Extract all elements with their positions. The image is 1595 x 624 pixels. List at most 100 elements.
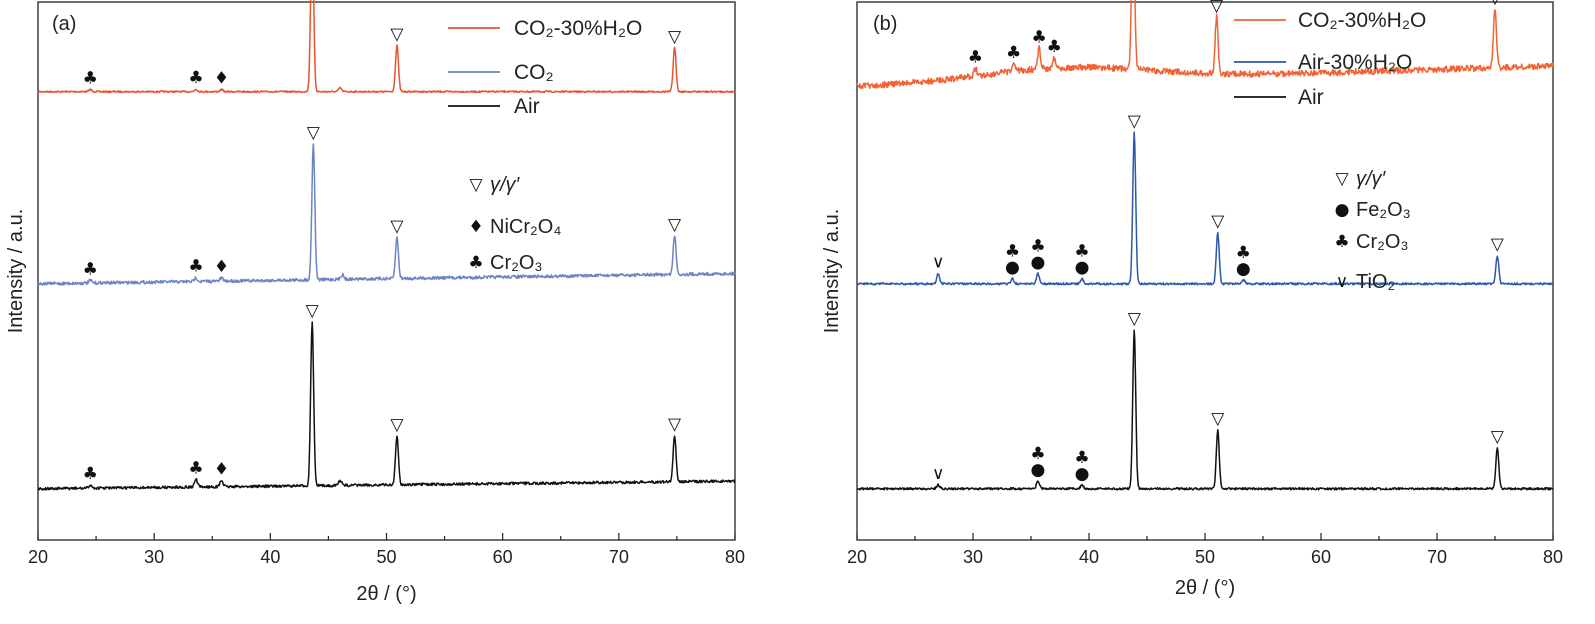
- phase-marker: ♣: [1236, 243, 1251, 263]
- series-line: [37, 0, 736, 94]
- x-tick-label: 60: [1311, 547, 1331, 567]
- phase-marker: ▽: [1128, 112, 1142, 132]
- phase-key-label: Cr₂O₃: [1356, 231, 1409, 253]
- series-0: ♣♣♦▽▽▽: [37, 0, 736, 94]
- legend-label: Air: [1298, 86, 1324, 109]
- y-axis-title: Intensity / a.u.: [821, 209, 843, 334]
- phase-marker: ●: [1075, 464, 1090, 484]
- series-line: [856, 0, 1554, 89]
- series-line: [37, 321, 736, 491]
- series-line: [856, 329, 1554, 491]
- series-0: ♣♣♣♣▽▽▽: [856, 0, 1554, 89]
- phase-marker: ▽: [390, 217, 404, 237]
- phase-marker: ▽: [307, 123, 321, 143]
- x-tick-label: 80: [1543, 547, 1563, 567]
- phase-key-symbol: ∨: [1336, 272, 1348, 292]
- phase-marker: ▽: [668, 415, 682, 435]
- phase-marker: ♣: [83, 464, 98, 484]
- series-2: ∨ ●♣●♣▽▽▽: [856, 309, 1554, 491]
- y-axis-title: Intensity / a.u.: [5, 209, 27, 334]
- phase-marker: ♣: [83, 259, 98, 279]
- plot-frame: [856, 1, 1554, 541]
- x-tick-label: 50: [1195, 547, 1215, 567]
- phase-marker: ▽: [1211, 212, 1225, 232]
- phase-marker: ●: [1031, 253, 1046, 273]
- phase-key-label: Cr₂O₃: [490, 252, 543, 274]
- legend: CO₂-30%H₂O Air-30%H₂O Air: [1234, 9, 1426, 109]
- phase-marker: ♦: [214, 459, 229, 479]
- x-tick-label: 70: [1427, 547, 1447, 567]
- phase-marker: ♣: [1074, 242, 1089, 262]
- phase-marker: ♦: [214, 257, 229, 277]
- legend-label: Air: [514, 95, 540, 118]
- phase-key-symbol: ▽: [1335, 169, 1349, 189]
- phase-marker: ●: [1075, 258, 1090, 278]
- phase-key-symbol: ●: [1335, 200, 1350, 220]
- phase-marker: ♦: [214, 69, 229, 89]
- phase-marker: ●: [1031, 460, 1046, 480]
- phase-marker: ▽: [1211, 409, 1225, 429]
- legend-label: CO₂-30%H₂O: [514, 17, 642, 40]
- phase-key-symbol: ♦: [468, 217, 483, 237]
- phase-key-label: Fe₂O₃: [1356, 199, 1411, 221]
- phase-marker: ▽: [1128, 309, 1142, 329]
- phase-marker: ♣: [188, 458, 203, 478]
- x-tick-label: 20: [28, 547, 48, 567]
- phase-marker: ♣: [188, 68, 203, 88]
- legend-label: Air-30%H₂O: [1298, 51, 1412, 74]
- phase-marker: ●: [1236, 259, 1251, 279]
- x-tick-label: 20: [847, 547, 867, 567]
- phase-marker: ∨: [932, 253, 944, 273]
- series-line: [37, 143, 736, 286]
- phase-marker: ▽: [1491, 427, 1505, 447]
- phase-key-label: γ/γ′: [490, 174, 521, 196]
- x-tick-label: 80: [725, 547, 745, 567]
- phase-key: ▽ γ/γ′ ♦ NiCr₂O₄ ♣ Cr₂O₃: [468, 174, 561, 274]
- phase-marker: ♣: [1031, 28, 1046, 48]
- phase-marker: ♣: [83, 69, 98, 89]
- legend: CO₂-30%H₂O CO₂ Air: [448, 17, 642, 118]
- series-1: ∨ ●♣●♣●♣▽▽●♣ ▽: [856, 112, 1554, 286]
- phase-marker: ▽: [1491, 235, 1505, 255]
- x-axis-title: 2θ / (°): [356, 583, 416, 605]
- phase-key-label: γ/γ′: [1356, 168, 1387, 190]
- phase-key: ▽ γ/γ′ ● Fe₂O₃ ♣ Cr₂O₃ ∨ TiO₂: [1334, 168, 1410, 293]
- phase-marker: ▽: [1488, 0, 1502, 8]
- phase-key-symbol: ♣: [1334, 232, 1349, 252]
- x-tick-label: 70: [609, 547, 629, 567]
- phase-marker: ▽: [390, 415, 404, 435]
- phase-marker: ♣: [1030, 444, 1045, 464]
- phase-marker: ▽: [1210, 0, 1224, 16]
- phase-key-symbol: ▽: [469, 175, 483, 195]
- legend-label: CO₂-30%H₂O: [1298, 9, 1426, 32]
- panel-a: 20 30 40 50 60 70 80 2θ / (°) Intensity / a.u. (a…: [5, 0, 745, 605]
- phase-marker: ▽: [668, 27, 682, 47]
- series-line: [856, 131, 1554, 286]
- x-tick-label: 40: [260, 547, 280, 567]
- phase-marker: ♣: [1030, 237, 1045, 257]
- phase-marker: ♣: [1006, 43, 1021, 63]
- phase-marker: ♣: [1074, 448, 1089, 468]
- phase-marker: ♣: [188, 257, 203, 277]
- x-tick-label: 60: [493, 547, 513, 567]
- phase-marker: ♣: [968, 47, 983, 67]
- phase-marker: ∨: [932, 464, 944, 484]
- phase-key-label: NiCr₂O₄: [490, 216, 561, 238]
- x-tick-label: 30: [963, 547, 983, 567]
- phase-marker: ♣: [1005, 242, 1020, 262]
- panel-label: (b): [873, 13, 897, 35]
- phase-key-symbol: ♣: [468, 253, 483, 273]
- series-2: ♣ ♣ ♦ ▽ ▽ ▽: [37, 301, 736, 491]
- series-1: ♣ ♣ ♦ ▽ ▽ ▽: [37, 123, 736, 286]
- panel-label: (a): [52, 13, 76, 35]
- phase-marker: ▽: [306, 301, 320, 321]
- phase-marker: ▽: [390, 25, 404, 45]
- legend-label: CO₂: [514, 61, 554, 84]
- phase-marker: ▽: [668, 215, 682, 235]
- x-axis-title: 2θ / (°): [1175, 577, 1235, 599]
- phase-key-label: TiO₂: [1356, 271, 1395, 293]
- phase-marker: ●: [1005, 258, 1020, 278]
- x-tick-label: 30: [144, 547, 164, 567]
- panel-b: 20 30 40 50 60 70 80 2θ / (°) Intensity / a.u. (b…: [821, 0, 1563, 599]
